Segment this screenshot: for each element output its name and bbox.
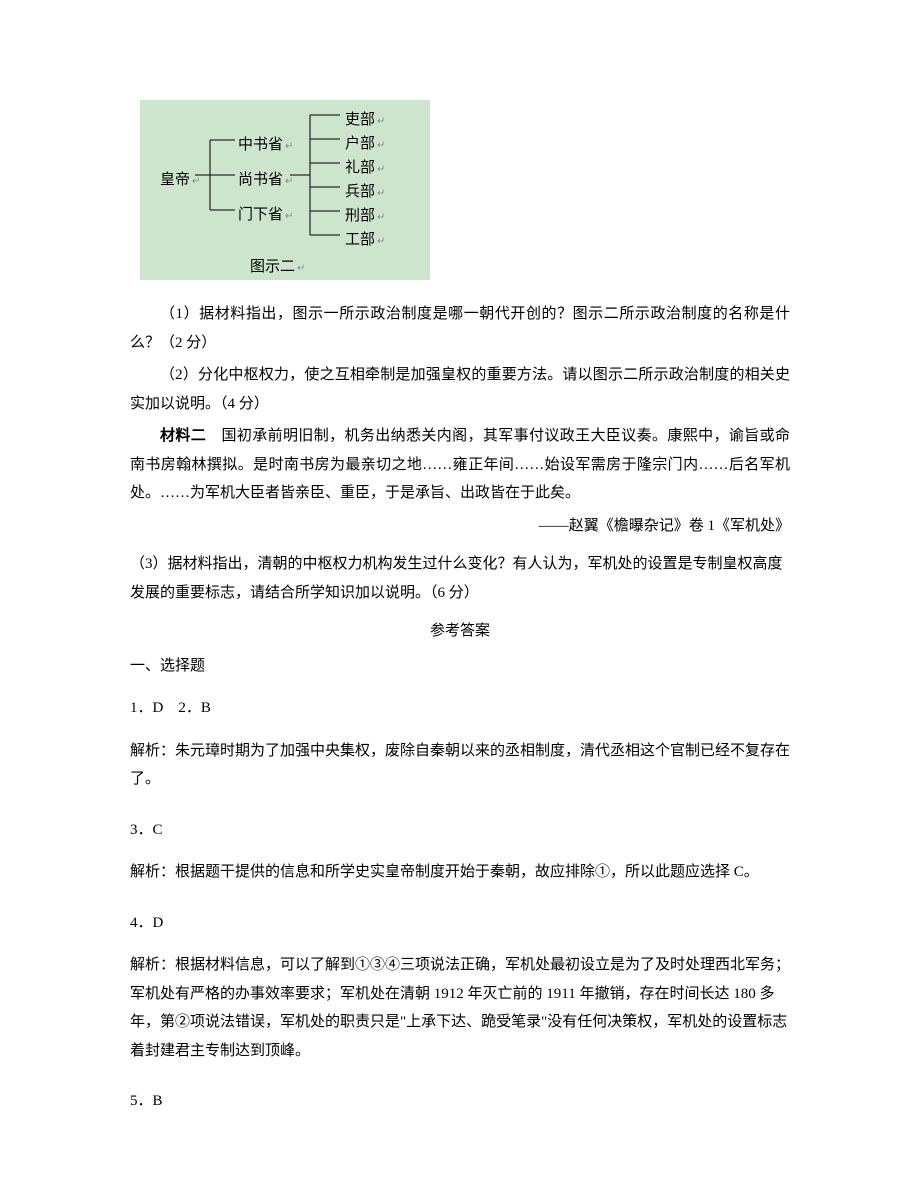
answer-4: 4．D bbox=[130, 909, 790, 938]
answer-3: 3．C bbox=[130, 816, 790, 845]
node-mid-2: 门下省 bbox=[238, 201, 293, 230]
question-1: （1）据材料指出，图示一所示政治制度是哪一朝代开创的？图示二所示政治制度的名称是… bbox=[130, 300, 790, 357]
node-dept-5: 工部 bbox=[345, 226, 385, 255]
material-2-text: 国初承前明旧制，机务出纳悉关内阁，其军事付议政王大臣议奏。康熙中，谕旨或命南书房… bbox=[130, 428, 790, 501]
explain-3: 解析：根据题干提供的信息和所学史实皇帝制度开始于秦朝，故应排除①，所以此题应选择… bbox=[130, 858, 790, 887]
node-mid-1: 尚书省 bbox=[238, 166, 293, 195]
org-diagram: 皇帝 中书省 尚书省 门下省 吏部 户部 礼部 兵部 刑部 工部 图示二 bbox=[140, 100, 430, 280]
material-2-source: ——赵翼《檐曝杂记》卷 1《军机处》 bbox=[130, 512, 790, 541]
answer-5: 5．B bbox=[130, 1087, 790, 1116]
explain-2: 解析：朱元璋时期为了加强中央集权，废除自秦朝以来的丞相制度，清代丞相这个官制已经… bbox=[130, 737, 790, 794]
node-mid-0: 中书省 bbox=[238, 131, 293, 160]
material-2: 材料二 国初承前明旧制，机务出纳悉关内阁，其军事付议政王大臣议奏。康熙中，谕旨或… bbox=[130, 422, 790, 508]
explain-4: 解析：根据材料信息，可以了解到①③④三项说法正确，军机处最初设立是为了及时处理西… bbox=[130, 951, 790, 1065]
question-2: （2）分化中枢权力，使之互相牵制是加强皇权的重要方法。请以图示二所示政治制度的相… bbox=[130, 361, 790, 418]
answer-key-title: 参考答案 bbox=[130, 617, 790, 646]
answer-1-2: 1．D 2．B bbox=[130, 694, 790, 723]
material-2-label: 材料二 bbox=[160, 427, 206, 444]
question-3: （3）据材料指出，清朝的中枢权力机构发生过什么变化？有人认为，军机处的设置是专制… bbox=[130, 550, 790, 607]
diagram-caption: 图示二 bbox=[250, 253, 305, 282]
section-1-title: 一、选择题 bbox=[130, 652, 790, 681]
node-root: 皇帝 bbox=[160, 166, 200, 195]
